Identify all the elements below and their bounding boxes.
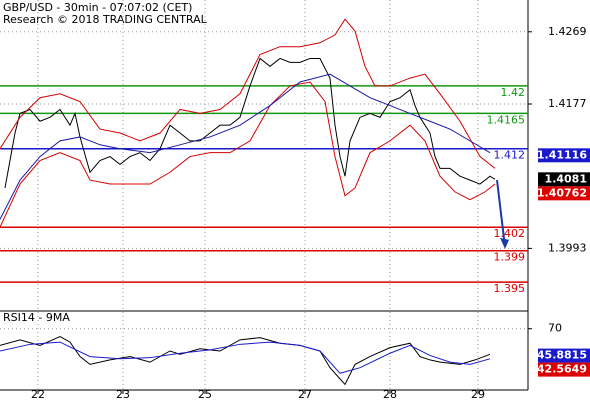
level-label: 1.412 — [494, 149, 526, 162]
x-tick-label: 25 — [198, 388, 212, 400]
level-label: 1.399 — [494, 251, 526, 264]
price-marker-label: 1.41116 — [537, 148, 587, 161]
x-tick-label: 23 — [116, 388, 130, 400]
y-tick-label: 1.4269 — [548, 25, 587, 38]
series-line — [0, 341, 491, 374]
price-marker — [538, 362, 590, 377]
level-label: 1.402 — [494, 227, 526, 240]
price-marker-label: 45.8815 — [537, 349, 587, 362]
price-marker-label: 1.4081 — [545, 172, 587, 185]
price-marker — [538, 148, 590, 163]
arrow-head — [500, 237, 509, 249]
level-label: 1.395 — [494, 282, 526, 295]
level-label: 1.42 — [501, 86, 526, 99]
x-tick-label: 22 — [31, 388, 45, 400]
series-line — [0, 81, 496, 228]
rsi-title: RSI14 - 9MA — [3, 311, 70, 324]
x-tick-label: 27 — [298, 388, 312, 400]
price-marker — [538, 172, 590, 187]
y-tick-label: 1.4177 — [548, 97, 587, 110]
chart-subtitle: Research © 2018 TRADING CENTRAL — [3, 13, 208, 26]
series-line — [0, 73, 491, 220]
y-tick-label: 70 — [548, 322, 562, 335]
projection-arrow — [496, 179, 506, 247]
price-marker — [538, 186, 590, 201]
x-tick-label: 28 — [383, 388, 397, 400]
chart-title: GBP/USD - 30min - 07:07:02 (CET) — [3, 1, 192, 14]
series-line — [0, 335, 491, 386]
x-tick-label: 29 — [471, 388, 485, 400]
price-marker — [538, 348, 590, 363]
price-marker-label: 42.5649 — [537, 363, 587, 376]
series-line — [4, 57, 496, 189]
y-tick-label: 1.3993 — [548, 241, 587, 254]
series-line — [0, 18, 496, 169]
price-marker-label: 1.40762 — [537, 186, 587, 199]
level-label: 1.4165 — [487, 113, 526, 126]
